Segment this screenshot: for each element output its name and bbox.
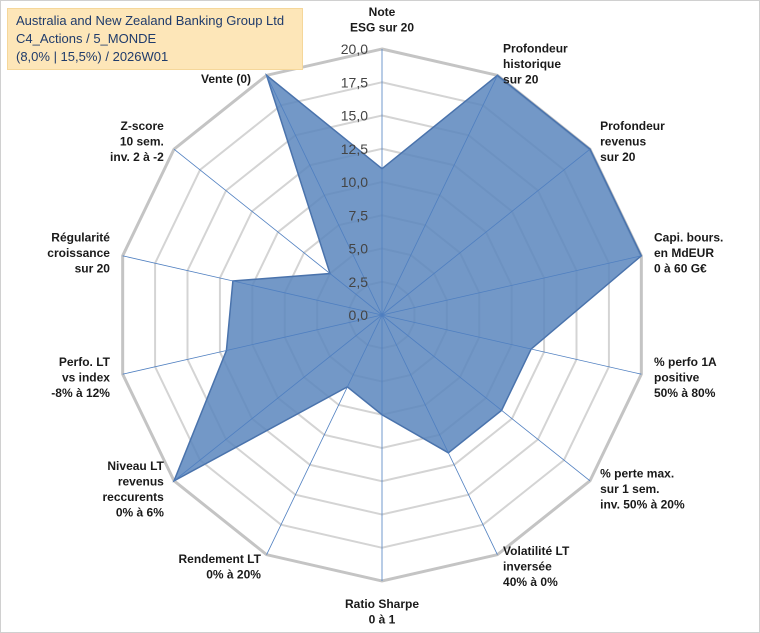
axis-spoke xyxy=(173,314,383,482)
tick-label: 10,0 xyxy=(341,174,368,190)
axis-label-7: Ratio Sharpe 0 à 1 xyxy=(345,597,419,627)
chart-title-line-2: C4_Actions / 5_MONDE xyxy=(16,31,157,46)
axis-label-line: sur 20 xyxy=(503,72,539,86)
axis-label-0: Note ESG sur 20 xyxy=(350,5,414,35)
axis-label-line: historique xyxy=(503,57,561,71)
axis-label-line: inv. 2 à -2 xyxy=(110,150,164,164)
radar-spokes xyxy=(122,49,642,581)
axis-label-line: revenus xyxy=(118,474,164,488)
radar-series xyxy=(172,73,643,483)
axis-label-line: revenus xyxy=(600,134,646,148)
tick-label: 20,0 xyxy=(341,41,368,57)
axis-label-line: 50% à 80% xyxy=(654,386,716,400)
axis-label-line: Profondeur xyxy=(600,119,665,133)
axis-spoke xyxy=(381,314,498,555)
tick-label: 0,0 xyxy=(349,307,369,323)
axis-label-5: % perte max.sur 1 sem. inv. 50% à 20% xyxy=(600,467,685,512)
axis-spoke xyxy=(381,75,498,316)
axis-label-line: 10 sem. xyxy=(120,134,164,148)
axis-spoke xyxy=(381,314,591,482)
axis-label-line: inversée xyxy=(503,560,552,574)
axis-label-line: en MdEUR xyxy=(654,246,714,260)
axis-label-line: Profondeur xyxy=(503,41,568,55)
axis-label-line: Régularité xyxy=(51,231,110,245)
axis-label-line: inv. 50% à 20% xyxy=(600,498,685,512)
tick-label: 5,0 xyxy=(349,241,369,257)
axis-spoke xyxy=(266,75,383,316)
axis-label-line: Capi. bours. xyxy=(654,231,723,245)
axis-label-line: % perfo 1A xyxy=(654,355,717,369)
axis-spoke xyxy=(122,314,383,375)
tick-label: 17,5 xyxy=(341,74,368,90)
axis-spoke xyxy=(381,148,591,316)
axis-label-line: 0% à 20% xyxy=(206,567,261,581)
axis-label-line: croissance xyxy=(47,246,110,260)
chart-title-line-3: (8,0% | 15,5%) / 2026W01 xyxy=(16,49,169,64)
axis-spoke xyxy=(266,314,383,555)
axis-label-line: vs index xyxy=(62,370,110,384)
axis-label-line: sur 20 xyxy=(75,262,111,276)
chart-title-line-1: Australia and New Zealand Banking Group … xyxy=(16,13,285,28)
radar-tick-labels: 0,0 2,5 5,0 7,5 10,0 12,5 15,0 17,5 20,0 xyxy=(341,41,368,323)
axis-spoke xyxy=(122,255,383,316)
axis-label-line: Z-score xyxy=(121,119,165,133)
axis-label-line: ESG sur 20 xyxy=(350,21,414,35)
axis-label-8: Rendement LT0% à 20% xyxy=(178,552,261,582)
axis-spoke xyxy=(381,314,642,375)
axis-label-line: Vente (0) xyxy=(201,72,251,86)
axis-label-line: 0 à 60 G€ xyxy=(654,262,707,276)
axis-label-line: positive xyxy=(654,370,700,384)
axis-label-line: Rendement LT xyxy=(178,552,261,566)
axis-label-line: 0 à 1 xyxy=(369,613,396,627)
axis-label-line: 0% à 6% xyxy=(116,505,164,519)
tick-label: 12,5 xyxy=(341,141,368,157)
axis-label-line: % perte max. xyxy=(600,467,674,481)
series-area xyxy=(172,73,643,483)
axis-spoke xyxy=(173,148,383,316)
axis-label-3: Capi. bours.en MdEUR 0 à 60 G€ xyxy=(654,231,723,276)
axis-label-line: Note xyxy=(369,5,396,19)
tick-label: 7,5 xyxy=(349,207,369,223)
tick-label: 2,5 xyxy=(349,274,369,290)
axis-label-line: -8% à 12% xyxy=(51,386,110,400)
axis-label-line: Ratio Sharpe xyxy=(345,597,419,611)
axis-spoke xyxy=(381,255,642,316)
axis-label-line: Perfo. LT xyxy=(59,355,111,369)
axis-label-line: sur 20 xyxy=(600,150,636,164)
axis-label-line: Volatilité LT xyxy=(503,544,570,558)
axis-label-line: Niveau LT xyxy=(107,459,164,473)
axis-label-line: reccurents xyxy=(102,490,164,504)
chart-title-box: Australia and New Zealand Banking Group … xyxy=(7,8,303,70)
axis-label-line: 40% à 0% xyxy=(503,575,558,589)
tick-label: 15,0 xyxy=(341,108,368,124)
axis-label-line: sur 1 sem. xyxy=(600,482,659,496)
